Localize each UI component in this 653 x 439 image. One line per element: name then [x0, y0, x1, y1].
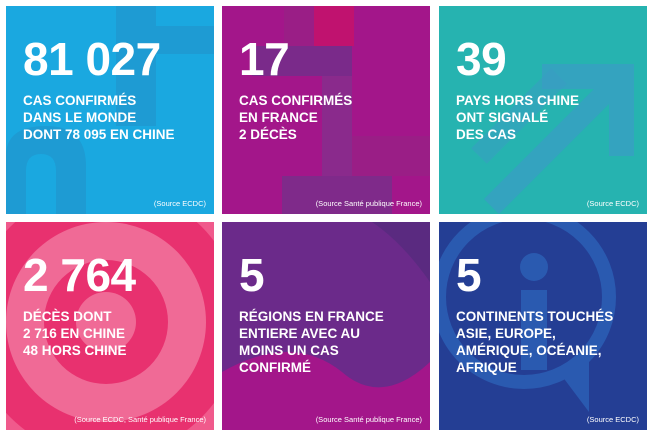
stat-number: 5: [239, 249, 265, 301]
stat-source: (Source ECDC): [586, 415, 639, 424]
stat-description: PAYS HORS CHINE ONT SIGNALÉ DES CAS: [456, 93, 580, 142]
stat-number: 81 027: [23, 33, 161, 85]
stat-number: 5: [456, 249, 482, 301]
stat-source: (Source ECDC, Santé publique France): [74, 415, 206, 424]
stat-tile-world-cases: 81 027 CAS CONFIRMÉS DANS LE MONDE DONT …: [6, 6, 214, 214]
stat-tile-deaths: 2 764 DÉCÈS DONT 2 716 EN CHINE 48 HORS …: [6, 222, 214, 430]
stat-number: 39: [456, 33, 507, 85]
arrow-shape: [471, 64, 634, 214]
tile-background-shape: [222, 6, 430, 214]
stat-description: CONTINENTS TOUCHÉS ASIE, EUROPE, AMÉRIQU…: [456, 309, 614, 375]
stat-source: (Source Santé publique France): [315, 415, 422, 424]
stat-tile-france-cases: 17 CAS CONFIRMÉS EN FRANCE 2 DÉCÈS (Sour…: [222, 6, 430, 214]
stat-tile-countries: 39 PAYS HORS CHINE ONT SIGNALÉ DES CAS (…: [439, 6, 647, 214]
stat-source: (Source ECDC): [153, 199, 206, 208]
tile-background-shape: [6, 6, 214, 214]
tile-background-shape: [222, 222, 430, 430]
target-shape: [6, 222, 214, 430]
stat-description: CAS CONFIRMÉS DANS LE MONDE DONT 78 095 …: [23, 93, 175, 142]
stat-description: CAS CONFIRMÉS EN FRANCE 2 DÉCÈS: [239, 93, 353, 142]
stat-description: RÉGIONS EN FRANCE ENTIERE AVEC AU MOINS …: [239, 309, 384, 375]
info-bubble-icon: [439, 222, 616, 412]
stat-description: DÉCÈS DONT 2 716 EN CHINE 48 HORS CHINE: [23, 309, 127, 358]
stat-number: 17: [239, 33, 290, 85]
stat-number: 2 764: [23, 249, 136, 301]
stat-source: (Source ECDC): [586, 199, 639, 208]
stat-tile-regions: 5 RÉGIONS EN FRANCE ENTIERE AVEC AU MOIN…: [222, 222, 430, 430]
stat-source: (Source Santé publique France): [315, 199, 422, 208]
stat-tile-continents: 5 CONTINENTS TOUCHÉS ASIE, EUROPE, AMÉRI…: [439, 222, 647, 430]
